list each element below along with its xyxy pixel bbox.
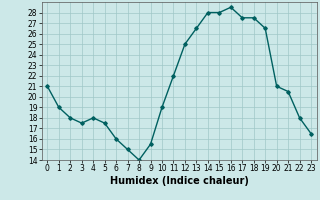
X-axis label: Humidex (Indice chaleur): Humidex (Indice chaleur) [110, 176, 249, 186]
